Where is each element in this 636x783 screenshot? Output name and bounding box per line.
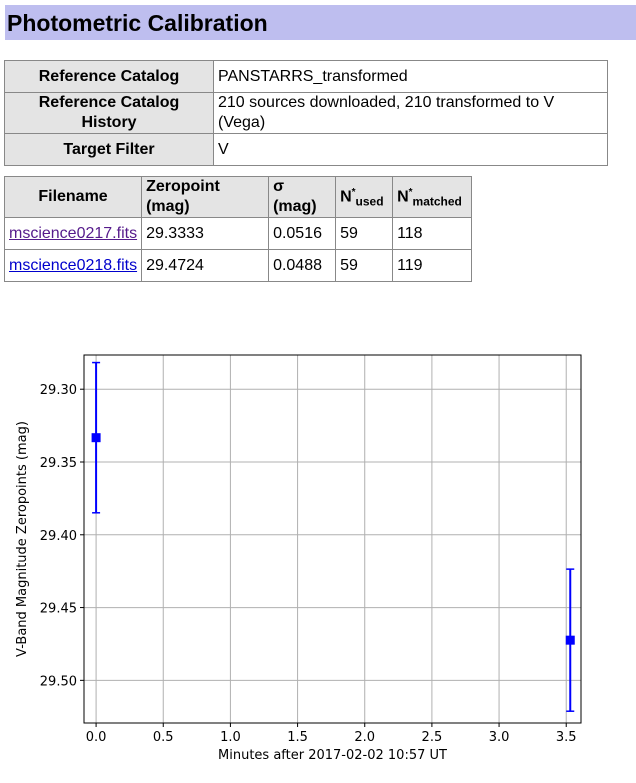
file-link[interactable]: mscience0217.fits [9,224,138,242]
sigma-header: σ (mag) [268,176,337,218]
x-tick-label: 0.0 [86,730,107,745]
table-row: Target Filter V [4,133,608,166]
x-tick-label: 3.5 [556,730,577,745]
reference-catalog-history-label: Reference Catalog History [4,92,214,134]
page-title: Photometric Calibration [7,10,268,36]
n-used-header: N*used [335,176,394,218]
y-tick-label: 29.40 [40,529,77,544]
data-point [91,433,101,443]
sigma-cell: 0.0516 [268,217,337,250]
chart-marks [91,361,575,712]
y-axis-label: V-Band Magnitude Zeropoints (mag) [15,421,30,657]
reference-catalog-value: PANSTARRS_transformed [213,60,608,93]
x-tick-label: 2.0 [354,730,375,745]
x-tick-label: 1.5 [287,730,308,745]
n-matched-cell: 119 [392,249,473,282]
n-matched-sup: * [408,186,413,198]
y-tick-label: 29.35 [40,456,77,471]
n-matched-cell: 118 [392,217,473,250]
reference-catalog-history-value: 210 sources downloaded, 210 transformed … [213,92,608,134]
y-tick-label: 29.50 [40,674,77,689]
table-row: Reference Catalog PANSTARRS_transformed [4,60,608,93]
chart-grid [84,355,581,723]
sigma-cell: 0.0488 [268,249,337,282]
file-link[interactable]: mscience0218.fits [9,256,138,274]
table-row: Reference Catalog History 210 sources do… [4,92,608,134]
filename-cell: mscience0218.fits [3,249,143,282]
table-row: mscience0218.fits 29.4724 0.0488 59 119 [3,249,473,282]
n-matched-sub: matched [412,194,462,209]
x-tick-label: 2.5 [422,730,443,745]
zeropoint-cell: 29.3333 [141,217,270,250]
zeropoint-header: Zeropoint (mag) [141,176,270,218]
x-tick-label: 3.0 [489,730,510,745]
zeropoint-chart: 0.0 0.5 1.0 1.5 2.0 2.5 3.0 3.5 29.30 29.35 29.40 2… [15,354,582,763]
target-filter-value: V [213,133,608,166]
y-tick-label: 29.30 [40,383,77,398]
target-filter-label: Target Filter [4,133,214,166]
filename-header: Filename [3,176,143,218]
n-used-base: N [340,188,352,206]
table-row: mscience0217.fits 29.3333 0.0516 59 118 [3,217,473,250]
n-used-sup: * [351,186,356,198]
title-bar: Photometric Calibration [5,5,636,40]
zeropoint-cell: 29.4724 [141,249,270,282]
table-header-row: Filename Zeropoint (mag) σ (mag) N*used … [3,176,473,218]
x-axis-label: Minutes after 2017-02-02 10:57 UT [218,748,447,763]
n-used-cell: 59 [335,249,394,282]
y-tick-label: 29.45 [40,602,77,617]
x-tick-label: 1.0 [220,730,241,745]
reference-catalog-table: Reference Catalog PANSTARRS_transformed … [4,60,608,166]
data-point [565,635,575,645]
n-matched-header: N*matched [392,176,473,218]
plot-frame [83,354,582,724]
filename-cell: mscience0217.fits [3,217,143,250]
zeropoint-table: Filename Zeropoint (mag) σ (mag) N*used … [3,176,473,282]
chart-ticks: 0.0 0.5 1.0 1.5 2.0 2.5 3.0 3.5 29.30 29.35 29.40 2… [40,383,577,745]
n-matched-base: N [397,188,409,206]
x-tick-label: 0.5 [153,730,174,745]
reference-catalog-label: Reference Catalog [4,60,214,93]
n-used-cell: 59 [335,217,394,250]
n-used-sub: used [355,194,384,209]
